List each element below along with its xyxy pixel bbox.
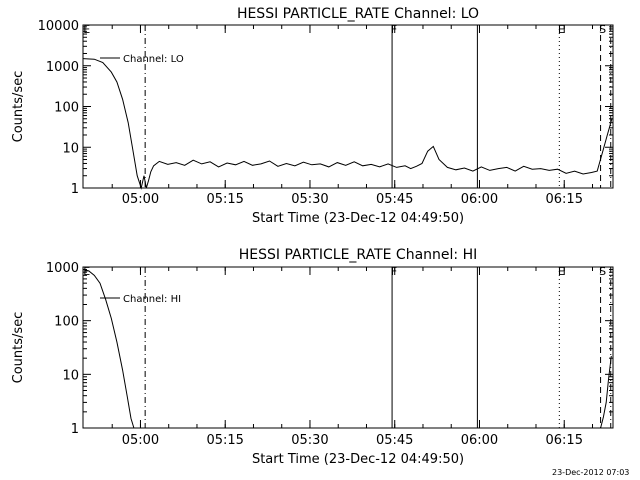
print-timestamp: 23-Dec-2012 07:03 [552, 468, 630, 477]
x-axis-label: Start Time (23-Dec-12 04:49:50) [252, 452, 464, 467]
series-line [600, 355, 612, 429]
y-tick-label: 1 [71, 422, 79, 437]
legend-label: Channel: HI [123, 294, 181, 305]
x-tick-label: 05:00 [122, 433, 159, 448]
y-axis-label: Counts/sec [11, 71, 26, 143]
plot-frame [82, 24, 614, 189]
x-tick-label: 06:00 [461, 192, 498, 207]
x-tick-label: 05:45 [376, 192, 413, 207]
y-tick-label: 100 [54, 101, 79, 116]
x-tick-label: 05:30 [291, 192, 328, 207]
plot-frame [82, 266, 614, 429]
event-marker-label: E [83, 23, 90, 36]
event-marker-label: E [558, 265, 565, 278]
chart-panel-0: HESSI PARTICLE_RATE Channel: LO 1 10 100 100… [11, 6, 614, 226]
series-line [82, 58, 613, 190]
event-marker-label: F [391, 265, 397, 278]
chart-panel-1: HESSI PARTICLE_RATE Channel: HI 1 10 100 100… [11, 247, 614, 467]
y-tick-label: 1000 [46, 261, 79, 276]
y-tick-label: 1 [71, 182, 79, 197]
chart-title: HESSI PARTICLE_RATE Channel: HI [239, 247, 477, 263]
event-marker-label: E [558, 23, 565, 36]
x-axis-label: Start Time (23-Dec-12 04:49:50) [252, 211, 464, 226]
y-tick-label: 1000 [46, 60, 79, 75]
y-axis-label: Counts/sec [11, 312, 26, 384]
event-marker-label: S [599, 265, 606, 278]
event-marker-label: E [83, 265, 90, 278]
event-marker-label: S [599, 23, 606, 36]
x-tick-label: 05:15 [206, 433, 243, 448]
legend-label: Channel: LO [123, 54, 184, 65]
event-marker-label: F [391, 23, 397, 36]
x-tick-label: 05:00 [122, 192, 159, 207]
x-tick-label: 05:30 [291, 433, 328, 448]
chart-title: HESSI PARTICLE_RATE Channel: LO [237, 6, 479, 22]
x-tick-label: 05:15 [206, 192, 243, 207]
y-tick-label: 10000 [38, 19, 79, 34]
x-tick-label: 06:00 [461, 433, 498, 448]
y-tick-label: 10 [62, 368, 79, 383]
y-tick-label: 10 [62, 141, 79, 156]
x-tick-label: 05:45 [376, 433, 413, 448]
y-tick-label: 100 [54, 315, 79, 330]
x-tick-label: 06:15 [546, 192, 583, 207]
series-line [82, 269, 135, 429]
x-tick-label: 06:15 [546, 433, 583, 448]
